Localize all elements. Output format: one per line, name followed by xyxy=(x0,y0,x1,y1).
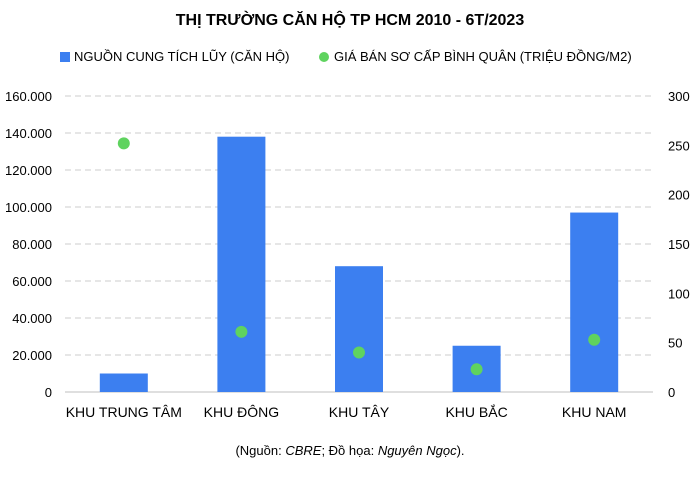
left-tick-label: 40.000 xyxy=(12,311,52,326)
left-tick-label: 100.000 xyxy=(5,200,52,215)
legend-swatch-dot xyxy=(319,52,329,62)
right-tick-label: 250 xyxy=(668,138,690,153)
category-label: KHU NAM xyxy=(562,404,627,420)
supply-bar xyxy=(217,136,266,392)
right-tick-label: 0 xyxy=(668,385,675,400)
left-tick-label: 80.000 xyxy=(12,237,52,252)
source-prefix: (Nguồn: xyxy=(235,443,286,458)
price-point xyxy=(235,325,248,338)
bar-series xyxy=(99,136,619,392)
category-labels: KHU TRUNG TÂM KHU ĐÔNG KHU TÂY KHU BẮC KHU N… xyxy=(66,403,627,420)
right-tick-label: 300 xyxy=(668,89,690,104)
supply-bar xyxy=(99,373,148,392)
price-point xyxy=(588,333,601,346)
supply-bar xyxy=(335,266,383,392)
left-tick-label: 140.000 xyxy=(5,126,52,141)
left-tick-label: 120.000 xyxy=(5,163,52,178)
source-author: Nguyên Ngọc xyxy=(377,443,457,458)
left-tick-label: 0 xyxy=(45,385,52,400)
category-label: KHU BẮC xyxy=(445,403,507,420)
category-label: KHU TRUNG TÂM xyxy=(66,404,182,420)
source-org: CBRE xyxy=(285,443,322,458)
legend-swatch-bar xyxy=(60,52,70,62)
price-point xyxy=(117,137,130,150)
left-tick-label: 60.000 xyxy=(12,274,52,289)
source-note: (Nguồn: CBRE; Đồ họa: Nguyên Ngọc). xyxy=(0,443,700,458)
right-axis-ticks: 0 50 100 150 200 250 300 xyxy=(668,89,690,400)
left-axis-ticks: 0 20.000 40.000 60.000 80.000 100.000 120.000 1… xyxy=(5,89,52,400)
chart-title: THỊ TRƯỜNG CĂN HỘ TP HCM 2010 - 6T/2023 xyxy=(176,10,525,29)
right-tick-label: 200 xyxy=(668,188,690,203)
source-middle: ; Đồ họa: xyxy=(321,443,378,458)
price-point xyxy=(353,346,365,359)
source-suffix: ). xyxy=(456,443,465,458)
legend: NGUỒN CUNG TÍCH LŨY (CĂN HỘ) GIÁ BÁN SƠ … xyxy=(60,49,632,64)
right-tick-label: 50 xyxy=(668,336,682,351)
left-tick-label: 20.000 xyxy=(12,348,52,363)
right-tick-label: 100 xyxy=(668,286,690,301)
supply-bar xyxy=(570,212,619,392)
left-tick-label: 160.000 xyxy=(5,89,52,104)
category-label: KHU ĐÔNG xyxy=(204,404,279,420)
legend-label-price: GIÁ BÁN SƠ CẤP BÌNH QUÂN (TRIỆU ĐỒNG/M2) xyxy=(334,49,632,64)
category-label: KHU TÂY xyxy=(329,404,390,420)
right-tick-label: 150 xyxy=(668,237,690,252)
legend-label-supply: NGUỒN CUNG TÍCH LŨY (CĂN HỘ) xyxy=(74,49,289,64)
price-series xyxy=(117,137,601,376)
price-point xyxy=(470,363,483,376)
